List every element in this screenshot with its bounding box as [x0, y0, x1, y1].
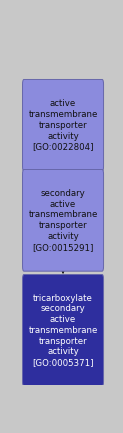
FancyBboxPatch shape: [23, 169, 104, 271]
FancyBboxPatch shape: [23, 80, 104, 171]
Text: active
transmembrane
transporter
activity
[GO:0022804]: active transmembrane transporter activit…: [28, 99, 98, 151]
Text: secondary
active
transmembrane
transporter
activity
[GO:0015291]: secondary active transmembrane transport…: [28, 189, 98, 252]
Text: tricarboxylate
secondary
active
transmembrane
transporter
activity
[GO:0005371]: tricarboxylate secondary active transmem…: [28, 294, 98, 367]
FancyBboxPatch shape: [23, 275, 104, 386]
